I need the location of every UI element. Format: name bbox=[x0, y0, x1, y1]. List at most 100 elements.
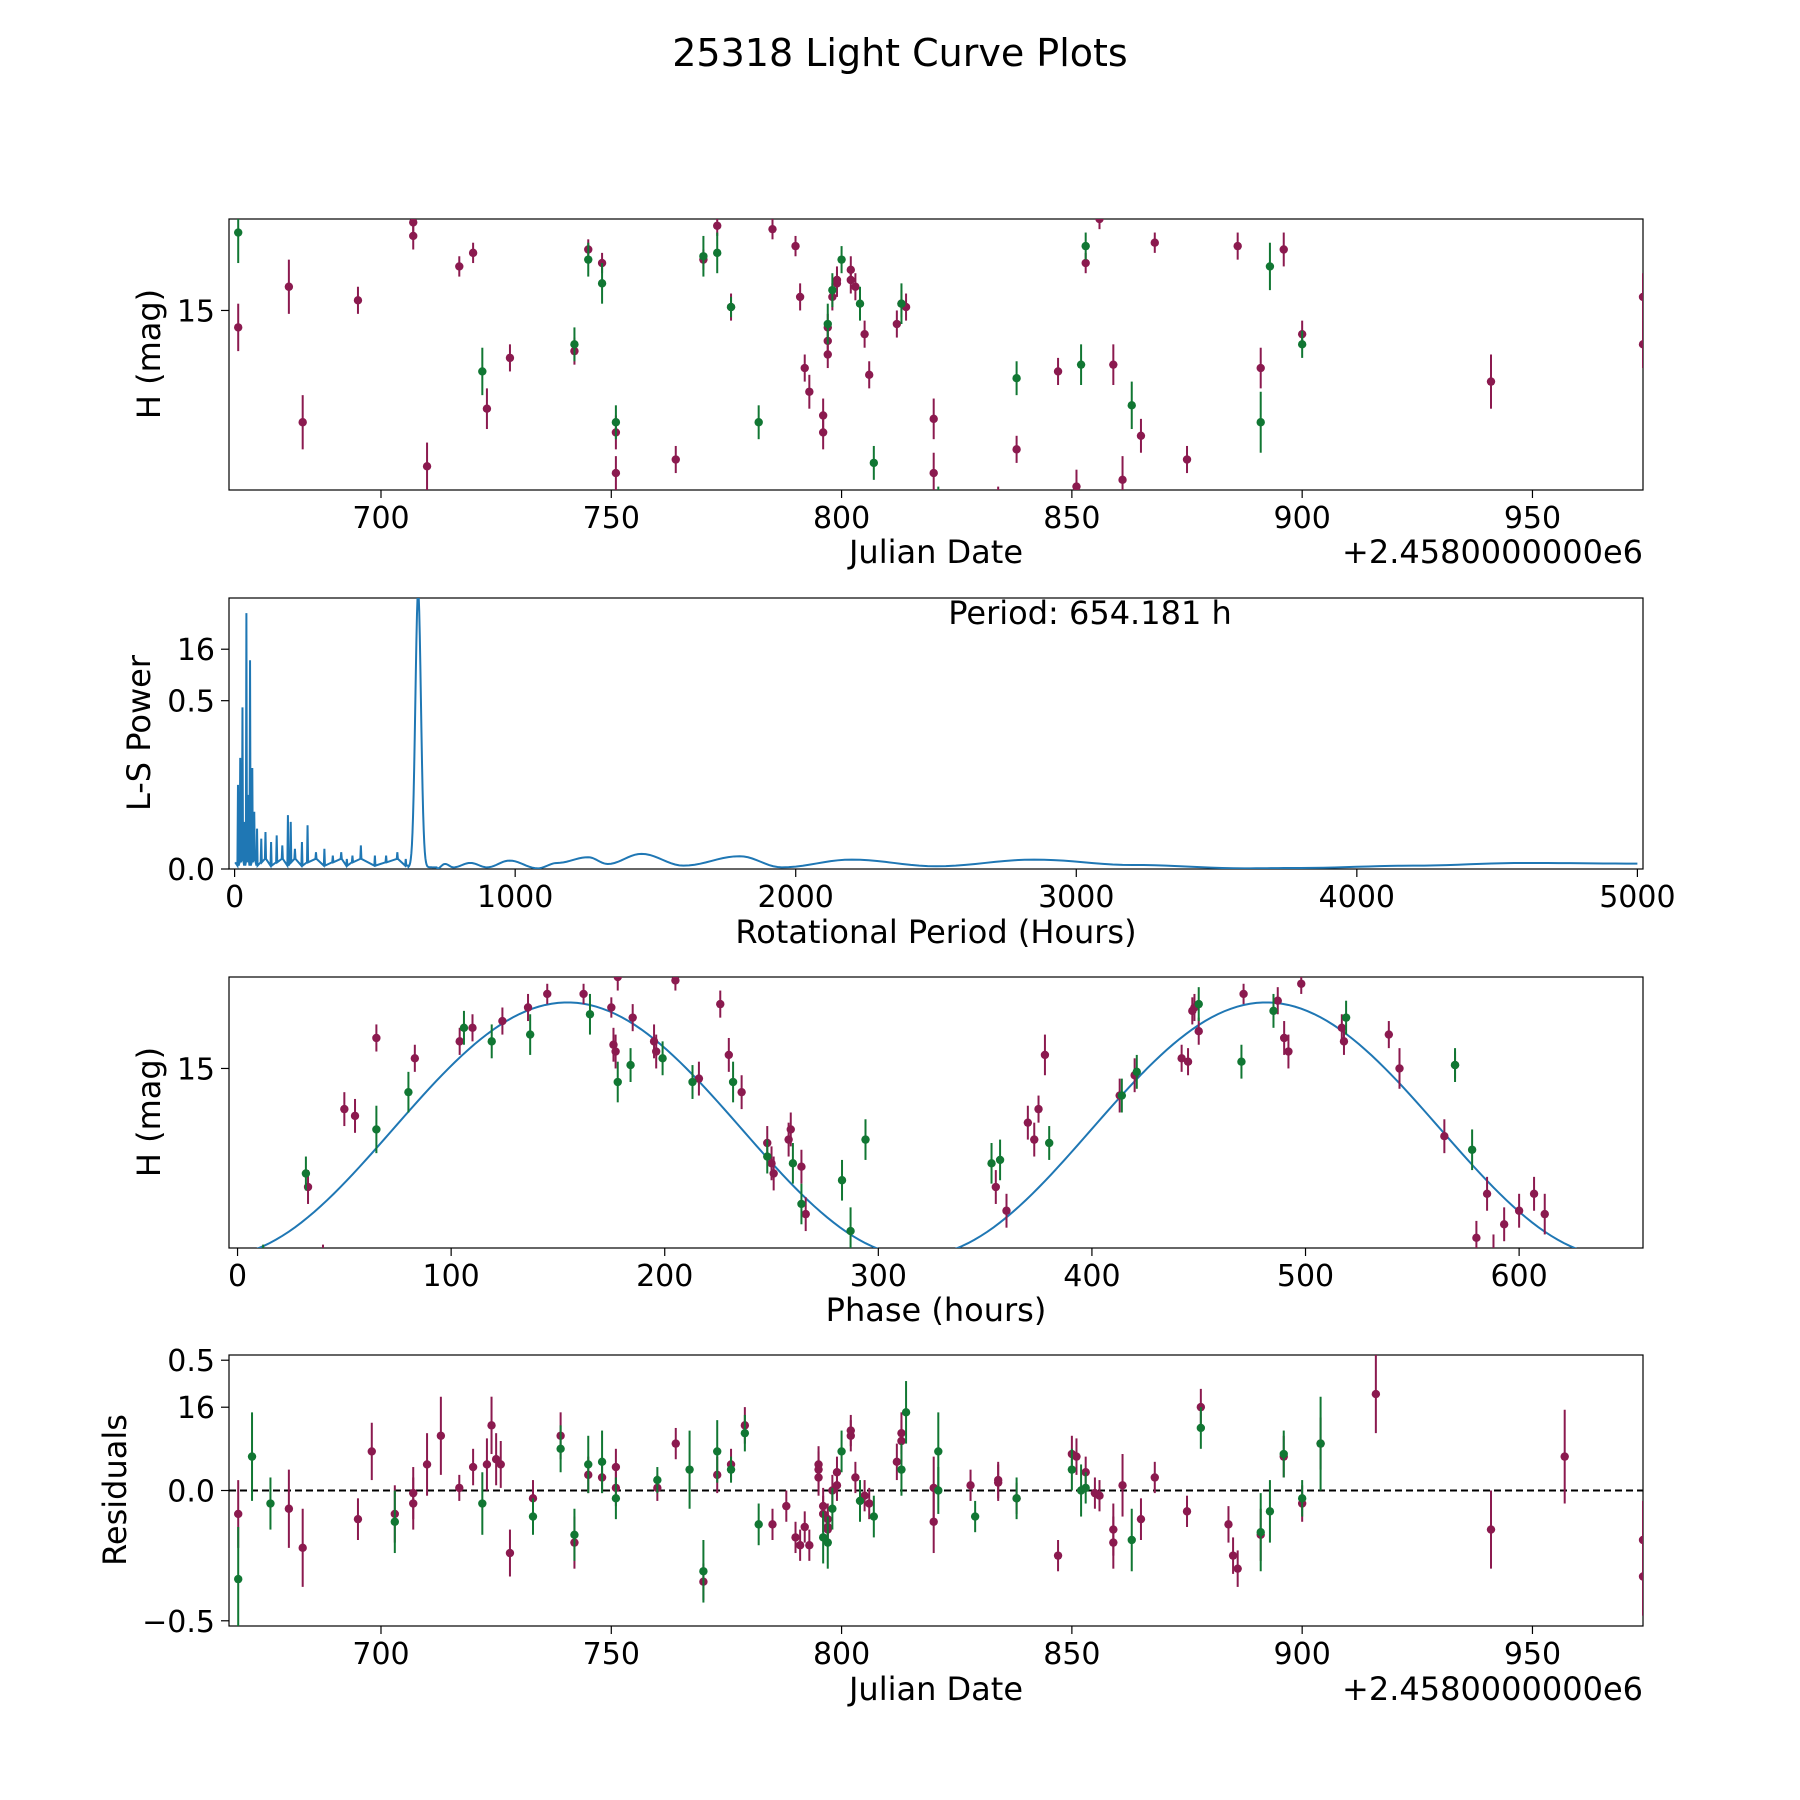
phase-folded-point bbox=[1440, 1132, 1449, 1141]
phase-folded-point bbox=[253, 1291, 261, 1299]
residuals-point bbox=[1233, 1564, 1242, 1573]
light-curve-point bbox=[837, 255, 846, 264]
light-curve-point bbox=[1486, 377, 1496, 386]
residuals-point bbox=[934, 1447, 943, 1456]
light-curve-point bbox=[1182, 455, 1192, 464]
residuals-point bbox=[1256, 1527, 1265, 1537]
phase-folded-point bbox=[585, 1010, 595, 1019]
periodogram-xtick-label: 4000 bbox=[1319, 880, 1395, 915]
light-curve-point bbox=[971, 167, 979, 175]
residuals-point bbox=[901, 1408, 911, 1417]
residuals-point bbox=[1072, 1452, 1081, 1461]
phase-folded-point bbox=[525, 1030, 535, 1039]
residuals-xlabel: Julian Date bbox=[847, 1670, 1023, 1708]
phase-folded-ytick-label: 15 bbox=[177, 1052, 215, 1087]
light-curve-point bbox=[353, 296, 363, 305]
light-curve-point bbox=[994, 499, 1002, 507]
light-curve-point bbox=[1256, 418, 1265, 427]
residuals-point bbox=[1224, 1520, 1233, 1529]
residuals-point bbox=[828, 1504, 837, 1513]
residuals-point bbox=[422, 1460, 432, 1469]
residuals-point bbox=[584, 1460, 593, 1469]
residuals-point bbox=[390, 1517, 400, 1526]
phase-folded-point bbox=[487, 1037, 496, 1046]
residuals-point bbox=[367, 1447, 376, 1456]
phase-folded-axes-frame bbox=[228, 976, 1644, 1249]
phase-folded-point bbox=[840, 1274, 848, 1282]
phase-folded-xlabel: Phase (hours) bbox=[826, 1291, 1047, 1329]
residuals-point bbox=[1053, 1551, 1063, 1560]
residuals-point bbox=[740, 1428, 750, 1438]
residuals-point bbox=[713, 1447, 722, 1456]
residuals-point bbox=[1316, 1439, 1325, 1448]
residuals-point bbox=[556, 1444, 565, 1454]
residuals-point bbox=[685, 1465, 694, 1474]
phase-folded-point bbox=[259, 1257, 267, 1265]
phase-folded-point bbox=[1023, 1118, 1033, 1127]
residuals-point bbox=[823, 1538, 832, 1547]
phase-folded-point bbox=[1482, 1189, 1492, 1199]
phase-folded-point bbox=[310, 1288, 318, 1296]
residuals-point bbox=[570, 1530, 579, 1539]
residuals-point bbox=[1371, 1389, 1381, 1399]
phase-folded-point bbox=[861, 1135, 870, 1144]
residuals-points bbox=[234, 1355, 1643, 1626]
residuals-point bbox=[487, 1421, 496, 1430]
phase-folded-point bbox=[613, 1077, 622, 1087]
phase-folded-point bbox=[1117, 1091, 1127, 1100]
residuals-point bbox=[1109, 1538, 1118, 1547]
phase-folded-point bbox=[246, 1369, 254, 1377]
light-curve-point bbox=[860, 329, 869, 339]
residuals-point bbox=[1560, 1452, 1569, 1461]
phase-folded-point bbox=[459, 1023, 469, 1033]
light-curve-point bbox=[713, 221, 722, 230]
phase-folded-point bbox=[1545, 1308, 1553, 1316]
light-curve-point bbox=[487, 560, 495, 568]
light-curve-point bbox=[248, 547, 256, 555]
phase-folded-point bbox=[523, 1003, 533, 1012]
periodogram-xtick-label: 0 bbox=[225, 880, 244, 915]
residuals-point bbox=[993, 1475, 1003, 1485]
light-curve-point bbox=[368, 550, 376, 558]
light-curve-point bbox=[782, 181, 790, 189]
residuals-point bbox=[1118, 1481, 1127, 1490]
phase-folded-point bbox=[694, 1074, 704, 1083]
light-curve-point bbox=[1265, 262, 1275, 271]
phase-folded-point bbox=[1183, 1057, 1193, 1066]
light-curve-point bbox=[611, 418, 621, 427]
phase-folded-points bbox=[246, 977, 1566, 1377]
phase-folded-point bbox=[1194, 1027, 1203, 1036]
phase-folded-ytick-label: 16 bbox=[177, 1391, 215, 1426]
residuals-point bbox=[837, 1447, 846, 1456]
residuals-point bbox=[468, 1462, 478, 1472]
phase-folded-point bbox=[837, 1176, 847, 1185]
phase-folded-point bbox=[626, 1060, 635, 1070]
phase-folded-point bbox=[350, 1111, 360, 1121]
phase-folded-point bbox=[259, 1274, 267, 1282]
light-curve-point bbox=[1372, 615, 1380, 623]
phase-folded-point bbox=[1040, 1050, 1050, 1060]
light-curve-point bbox=[1233, 241, 1242, 251]
light-curve-point bbox=[497, 550, 505, 558]
periodogram-line bbox=[234, 598, 1638, 869]
light-curve-point bbox=[726, 302, 736, 312]
phase-folded-point bbox=[455, 1037, 464, 1046]
phase-folded-point bbox=[410, 1054, 420, 1063]
residuals-xtick-label: 950 bbox=[1504, 1637, 1561, 1672]
light-curve-xtick-label: 700 bbox=[352, 501, 409, 536]
residuals-point bbox=[1136, 1514, 1146, 1524]
light-curve-point bbox=[234, 323, 243, 332]
light-curve-point bbox=[478, 367, 487, 376]
periodogram-panel: Rotational Period (Hours) L-S Power Peri… bbox=[120, 594, 1676, 951]
phase-folded-point bbox=[1558, 1308, 1566, 1316]
light-curve-xtick-label: 850 bbox=[1043, 501, 1100, 536]
residuals-point bbox=[897, 1428, 906, 1438]
light-curve-point bbox=[468, 248, 478, 258]
light-curve-point bbox=[1012, 374, 1021, 383]
phase-folded-point bbox=[468, 1023, 477, 1033]
residuals-point bbox=[1265, 1507, 1275, 1516]
light-curve-point bbox=[234, 228, 243, 237]
phase-folded-point bbox=[737, 1087, 746, 1097]
phase-folded-point bbox=[1030, 1135, 1039, 1144]
light-curve-point bbox=[492, 584, 500, 592]
